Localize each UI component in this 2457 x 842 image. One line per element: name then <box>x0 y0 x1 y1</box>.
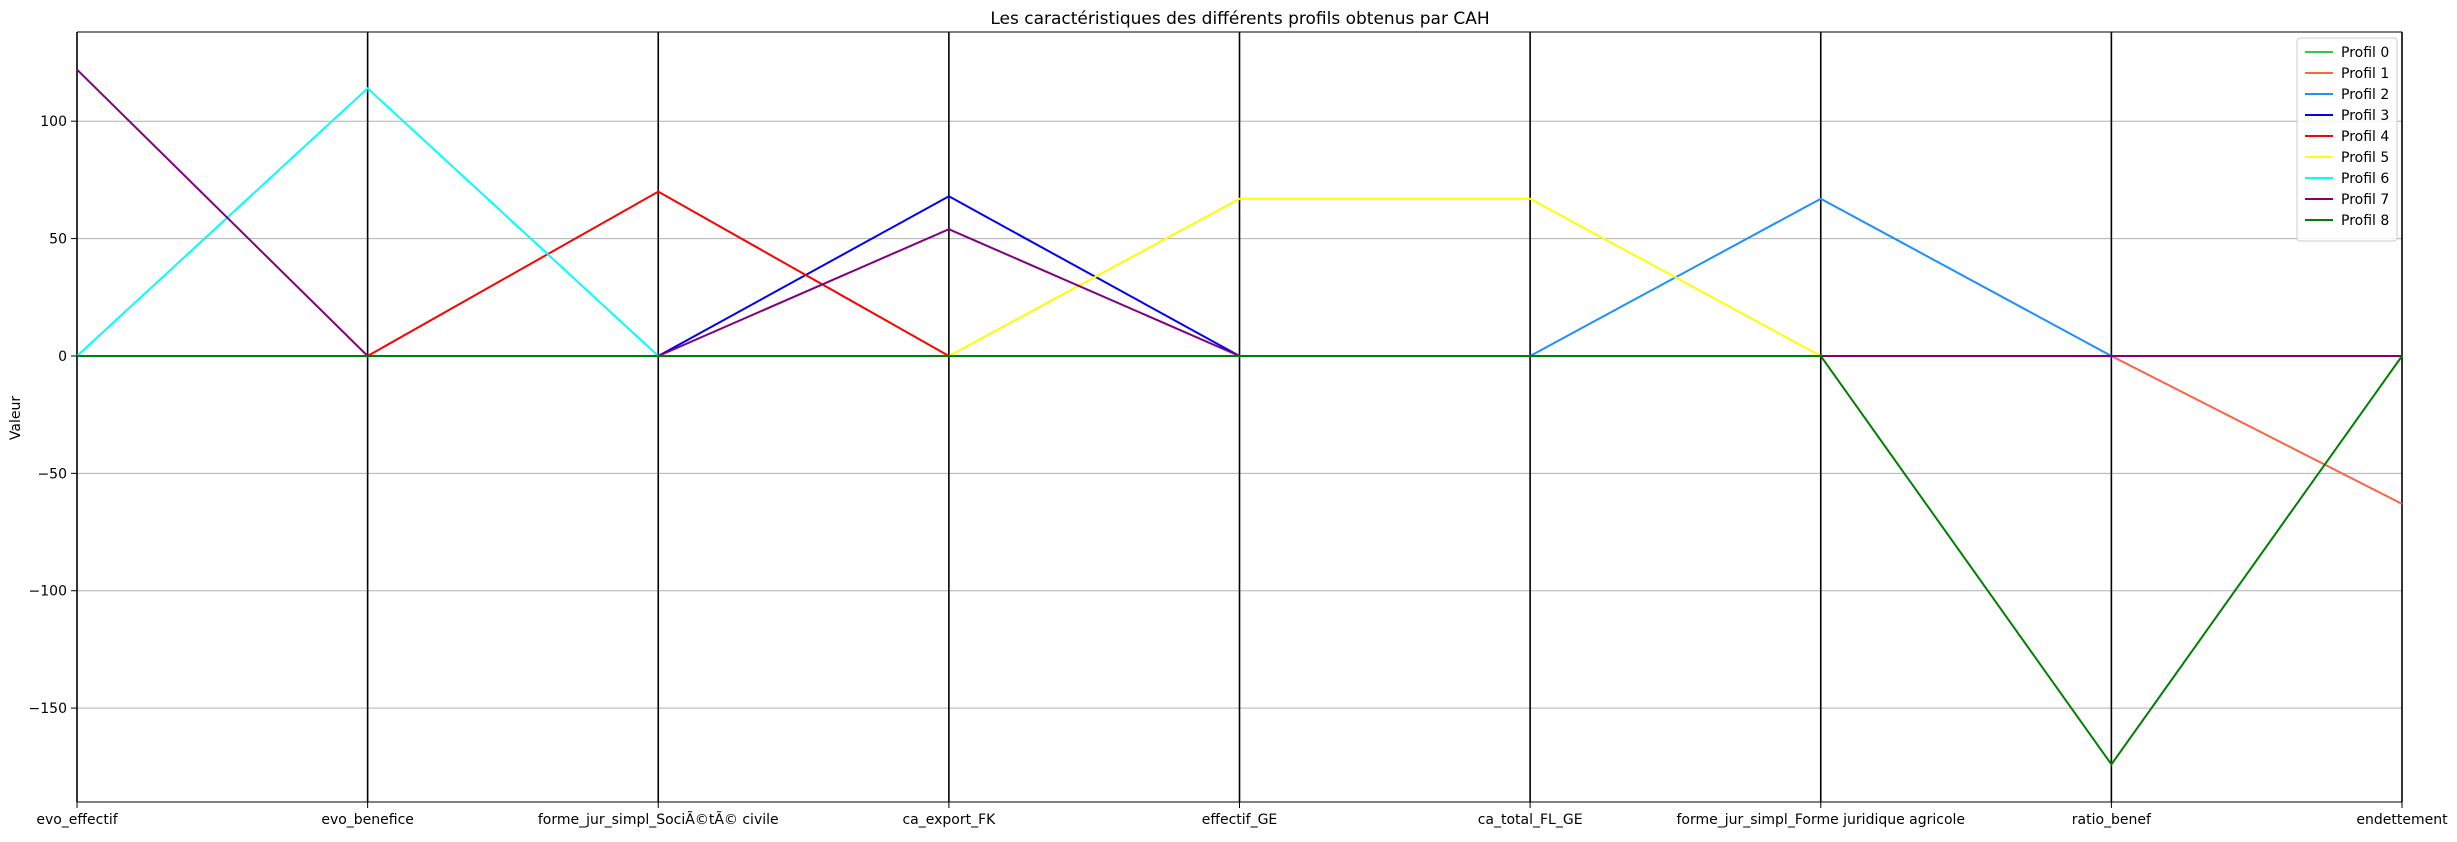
legend-entry: Profil 6 <box>2341 171 2389 187</box>
x-tick-label: endettement <box>2356 812 2448 828</box>
y-tick-label: 100 <box>40 114 67 130</box>
chart-title: Les caractéristiques des différents prof… <box>990 9 1489 29</box>
y-tick-label: −50 <box>37 466 67 482</box>
x-tick-label: ca_total_FL_GE <box>1478 812 1583 828</box>
y-tick-layer: 100 50 0 −50 −100 −150 <box>29 114 77 717</box>
x-tick-label: ca_export_FK <box>902 812 996 828</box>
y-tick-label: 0 <box>58 349 67 365</box>
x-tick-label: evo_effectif <box>36 812 118 828</box>
x-tick-label: effectif_GE <box>1202 812 1278 828</box>
legend-entry: Profil 8 <box>2341 213 2389 229</box>
legend-entry: Profil 5 <box>2341 150 2389 166</box>
x-tick-label: forme_jur_simpl_SociÃ©tÃ© civile <box>538 811 779 828</box>
legend-entry: Profil 2 <box>2341 87 2389 103</box>
legend-entry: Profil 0 <box>2341 45 2389 61</box>
x-tick-label: ratio_benef <box>2072 812 2152 828</box>
legend-frame <box>2296 37 2398 242</box>
series-layer <box>76 68 2403 767</box>
legend-entry: Profil 4 <box>2341 129 2389 145</box>
series-line-profil-8 <box>77 355 2403 767</box>
x-tick-label: forme_jur_simpl_Forme juridique agricole <box>1676 812 1965 828</box>
y-tick-label: 50 <box>49 232 67 248</box>
y-axis-label: Valeur <box>8 396 24 440</box>
legend-entry: Profil 1 <box>2341 66 2389 82</box>
y-tick-label: −150 <box>29 701 67 717</box>
y-tick-label: −100 <box>29 584 67 600</box>
legend: Profil 0 Profil 1 Profil 2 Profil 3 Profil 4… <box>2296 37 2398 242</box>
x-tick-layer: evo_effectif evo_benefice forme_jur_simpl_… <box>36 802 2448 828</box>
legend-entry: Profil 3 <box>2341 108 2389 124</box>
x-tick-label: evo_benefice <box>321 812 414 828</box>
axis-layer <box>76 31 2403 803</box>
legend-entry: Profil 7 <box>2341 192 2389 208</box>
